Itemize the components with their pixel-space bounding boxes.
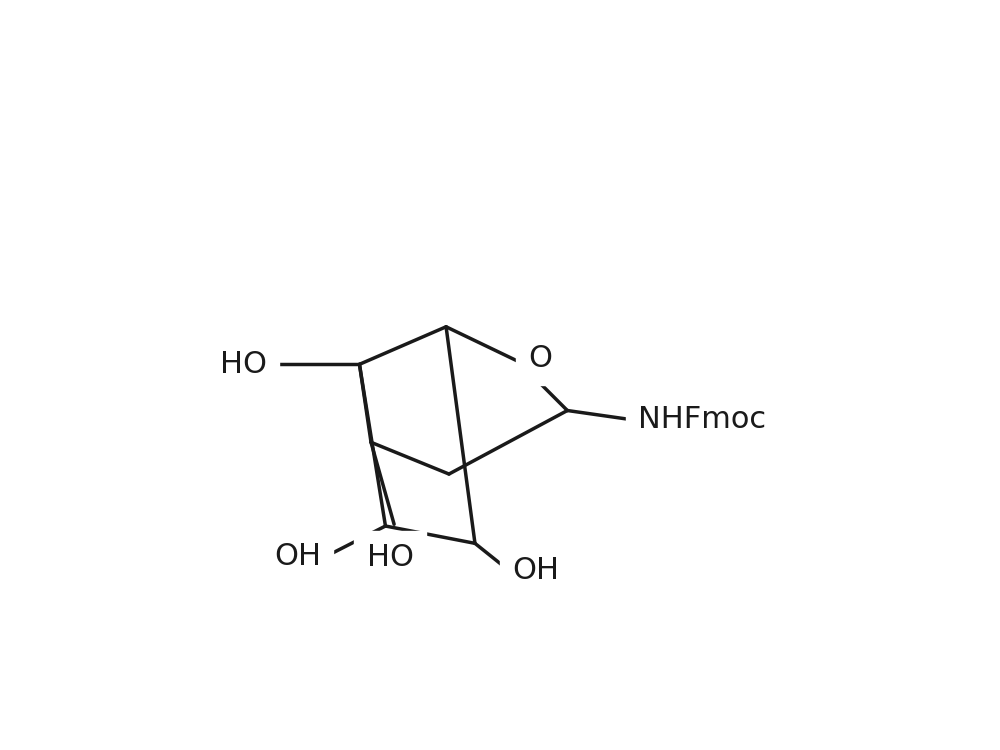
Text: OH: OH xyxy=(512,556,560,585)
Text: NHFmoc: NHFmoc xyxy=(638,405,767,433)
Text: OH: OH xyxy=(274,542,321,571)
Text: O: O xyxy=(529,344,553,373)
Text: HO: HO xyxy=(367,543,414,572)
Text: HO: HO xyxy=(220,350,267,379)
